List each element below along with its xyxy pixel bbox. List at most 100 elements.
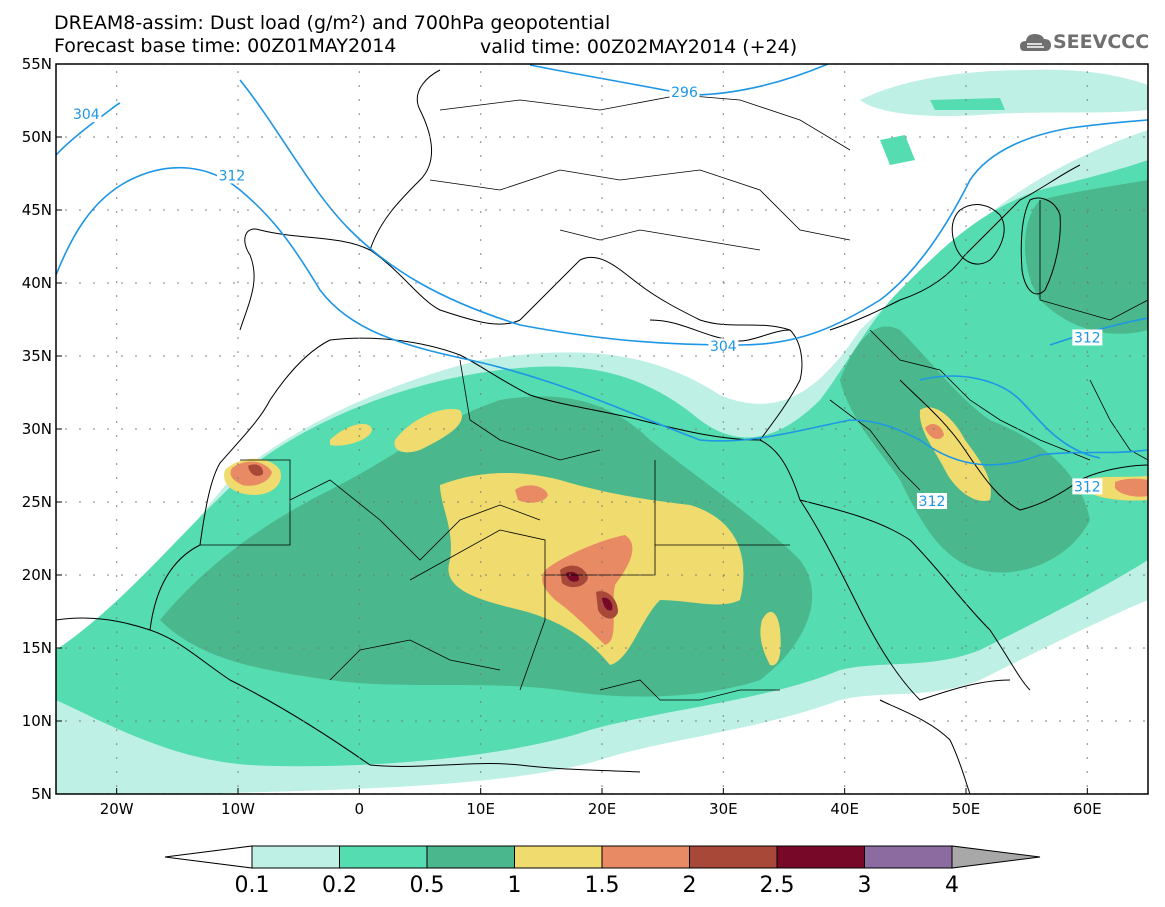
grid-dot bbox=[115, 729, 118, 731]
grid-dot bbox=[751, 136, 753, 138]
grid-dot bbox=[1045, 501, 1047, 503]
grid-dot bbox=[601, 519, 603, 521]
grid-dot bbox=[601, 239, 603, 241]
grid-dot bbox=[722, 99, 725, 101]
grid-dot bbox=[1073, 428, 1075, 430]
grid-dot bbox=[779, 574, 781, 576]
grid-dot bbox=[275, 574, 277, 576]
grid-dot bbox=[93, 501, 95, 503]
grid-dot bbox=[93, 647, 95, 649]
grid-dot bbox=[107, 136, 109, 138]
grid-dot bbox=[601, 281, 603, 283]
map-title: DREAM8-assim: Dust load (g/m²) and 700hP… bbox=[54, 12, 611, 34]
grid-dot bbox=[373, 574, 375, 576]
grid-dot bbox=[1087, 209, 1089, 211]
grid-dot bbox=[358, 715, 361, 717]
grid-dot bbox=[601, 351, 603, 353]
grid-dot bbox=[961, 501, 963, 503]
grid-dot bbox=[653, 428, 655, 430]
grid-dot bbox=[667, 647, 669, 649]
grid-dot bbox=[737, 136, 739, 138]
grid-dot bbox=[237, 393, 239, 395]
grid-dot bbox=[191, 428, 193, 430]
grid-dot bbox=[722, 337, 725, 339]
grid-dot bbox=[723, 501, 725, 503]
grid-dot bbox=[835, 574, 837, 576]
grid-dot bbox=[1086, 141, 1089, 143]
grid-dot bbox=[1101, 574, 1103, 576]
grid-dot bbox=[843, 687, 846, 689]
grid-dot bbox=[1086, 757, 1089, 759]
grid-dot bbox=[1086, 323, 1089, 325]
grid-dot bbox=[965, 771, 967, 773]
grid-dot bbox=[358, 449, 361, 451]
grid-dot bbox=[601, 99, 603, 101]
grid-dot bbox=[358, 743, 361, 745]
grid-dot bbox=[601, 141, 603, 143]
grid-dot bbox=[653, 282, 655, 284]
grid-dot bbox=[93, 720, 95, 722]
grid-dot bbox=[807, 501, 809, 503]
grid-dot bbox=[115, 771, 118, 773]
grid-dot bbox=[601, 771, 603, 773]
grid-dot bbox=[358, 519, 361, 521]
grid-dot bbox=[843, 701, 846, 703]
grid-dot bbox=[863, 355, 865, 357]
grid-dot bbox=[135, 574, 137, 576]
grid-dot bbox=[681, 282, 683, 284]
grid-dot bbox=[1003, 647, 1005, 649]
grid-dot bbox=[237, 519, 239, 521]
grid-dot bbox=[601, 407, 603, 409]
grid-dot bbox=[261, 574, 263, 576]
grid-dot bbox=[583, 428, 585, 430]
grid-dot bbox=[722, 547, 725, 549]
valid-time: valid time: 00Z02MAY2014 (+24) bbox=[480, 36, 798, 58]
grid-dot bbox=[115, 85, 118, 87]
grid-dot bbox=[115, 169, 118, 171]
grid-dot bbox=[843, 281, 846, 283]
grid-dot bbox=[1101, 647, 1103, 649]
grid-dot bbox=[1115, 720, 1117, 722]
grid-dot bbox=[583, 136, 585, 138]
grid-dot bbox=[443, 720, 445, 722]
grid-dot bbox=[611, 574, 613, 576]
grid-dot bbox=[247, 574, 249, 576]
grid-dot bbox=[601, 253, 603, 255]
grid-dot bbox=[601, 673, 603, 675]
grid-dot bbox=[115, 113, 118, 115]
grid-dot bbox=[601, 603, 603, 605]
grid-dot bbox=[667, 355, 669, 357]
colorbar-swatch bbox=[339, 845, 428, 869]
grid-dot bbox=[849, 720, 851, 722]
grid-dot bbox=[821, 282, 823, 284]
grid-dot bbox=[457, 428, 459, 430]
grid-dot bbox=[79, 209, 81, 211]
grid-dot bbox=[485, 647, 487, 649]
grid-dot bbox=[1059, 501, 1061, 503]
grid-dot bbox=[601, 169, 603, 171]
grid-dot bbox=[843, 785, 846, 787]
grid-dot bbox=[177, 136, 179, 138]
grid-dot bbox=[479, 477, 482, 479]
grid-dot bbox=[843, 127, 846, 129]
grid-dot bbox=[965, 239, 967, 241]
grid-dot bbox=[457, 501, 459, 503]
grid-dot bbox=[499, 647, 501, 649]
grid-dot bbox=[219, 282, 221, 284]
grid-dot bbox=[1045, 647, 1047, 649]
grid-dot bbox=[722, 729, 725, 731]
grid-dot bbox=[527, 209, 529, 211]
grid-dot bbox=[115, 281, 118, 283]
grid-dot bbox=[681, 574, 683, 576]
grid-dot bbox=[1086, 211, 1089, 213]
grid-dot bbox=[358, 239, 361, 241]
grid-dot bbox=[415, 209, 417, 211]
grid-dot bbox=[611, 209, 613, 211]
grid-dot bbox=[765, 209, 767, 211]
grid-dot bbox=[1086, 85, 1089, 87]
grid-dot bbox=[877, 720, 879, 722]
grid-dot bbox=[237, 757, 239, 759]
grid-dot bbox=[1031, 282, 1033, 284]
grid-dot bbox=[891, 209, 893, 211]
grid-dot bbox=[583, 209, 585, 211]
